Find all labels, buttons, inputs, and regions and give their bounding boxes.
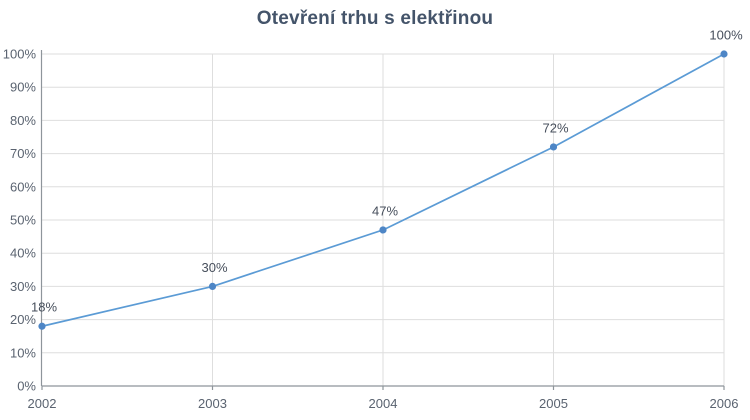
y-tick-label: 30%	[10, 279, 36, 294]
y-tick-label: 60%	[10, 179, 36, 194]
x-tick-label: 2002	[28, 396, 57, 411]
y-tick-label: 50%	[10, 213, 36, 228]
data-label: 47%	[372, 203, 398, 218]
x-tick-label: 2006	[710, 396, 739, 411]
y-tick-label: 40%	[10, 246, 36, 261]
chart-title: Otevření trhu s elektřinou	[256, 8, 494, 29]
x-tick-label: 2003	[198, 396, 227, 411]
y-tick-label: 70%	[10, 146, 36, 161]
y-tick-label: 20%	[10, 312, 36, 327]
y-tick-label: 80%	[10, 113, 36, 128]
data-point-marker	[549, 143, 558, 151]
data-label: 30%	[201, 260, 227, 275]
data-label: 18%	[31, 300, 57, 315]
x-tick-label: 2004	[369, 396, 398, 411]
data-point-marker	[208, 282, 217, 290]
data-point-marker	[720, 50, 728, 58]
y-tick-label: 90%	[10, 80, 36, 95]
data-label: 72%	[542, 120, 568, 135]
data-point-marker	[38, 322, 46, 330]
data-point-marker	[379, 226, 387, 234]
data-label: 100%	[709, 28, 743, 43]
y-tick-label: 10%	[10, 345, 36, 360]
y-tick-label: 0%	[17, 379, 36, 394]
x-tick-label: 2005	[539, 396, 568, 411]
y-tick-label: 100%	[3, 47, 37, 62]
